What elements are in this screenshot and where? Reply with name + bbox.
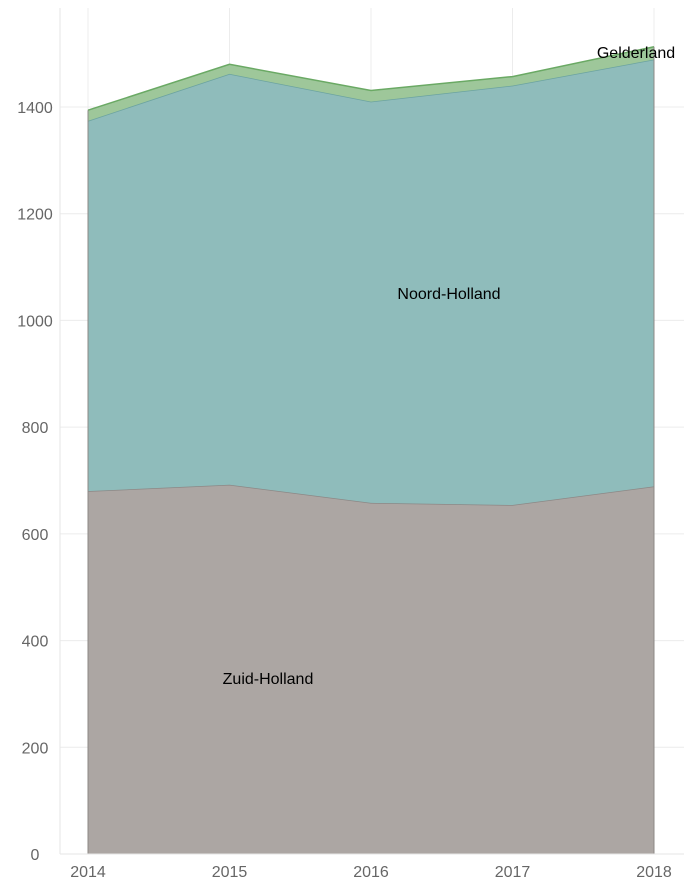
- y-tick-label: 0: [31, 847, 40, 864]
- series-label-zuid-holland: Zuid-Holland: [223, 671, 314, 688]
- series-label-noord-holland: Noord-Holland: [397, 286, 500, 303]
- area-series: [87, 45, 655, 854]
- series-label-gelderland: Gelderland: [597, 45, 675, 62]
- series-labels: Zuid-Holland Noord-Holland Gelderland: [223, 45, 676, 688]
- y-tick-label: 600: [22, 527, 49, 544]
- x-tick-label: 2017: [495, 864, 531, 881]
- y-tick-label: 1400: [17, 100, 53, 117]
- y-tick-label: 800: [22, 420, 49, 437]
- y-tick-label: 200: [22, 740, 49, 757]
- area-zuid-holland: [88, 484, 654, 854]
- x-tick-label: 2014: [70, 864, 106, 881]
- line-gelderland: [87, 45, 655, 111]
- x-tick-label: 2016: [353, 864, 389, 881]
- y-tick-label: 1200: [17, 207, 53, 224]
- x-tick-label: 2018: [636, 864, 672, 881]
- area-noord-holland: [88, 59, 654, 506]
- area-gelderland: [88, 46, 654, 121]
- y-tick-label: 400: [22, 634, 49, 651]
- axes: 0 200 400 600 800 1000 1200 1400 2014 2015 2016 201…: [17, 8, 684, 881]
- y-tick-label: 1000: [17, 313, 53, 330]
- x-tick-label: 2015: [212, 864, 248, 881]
